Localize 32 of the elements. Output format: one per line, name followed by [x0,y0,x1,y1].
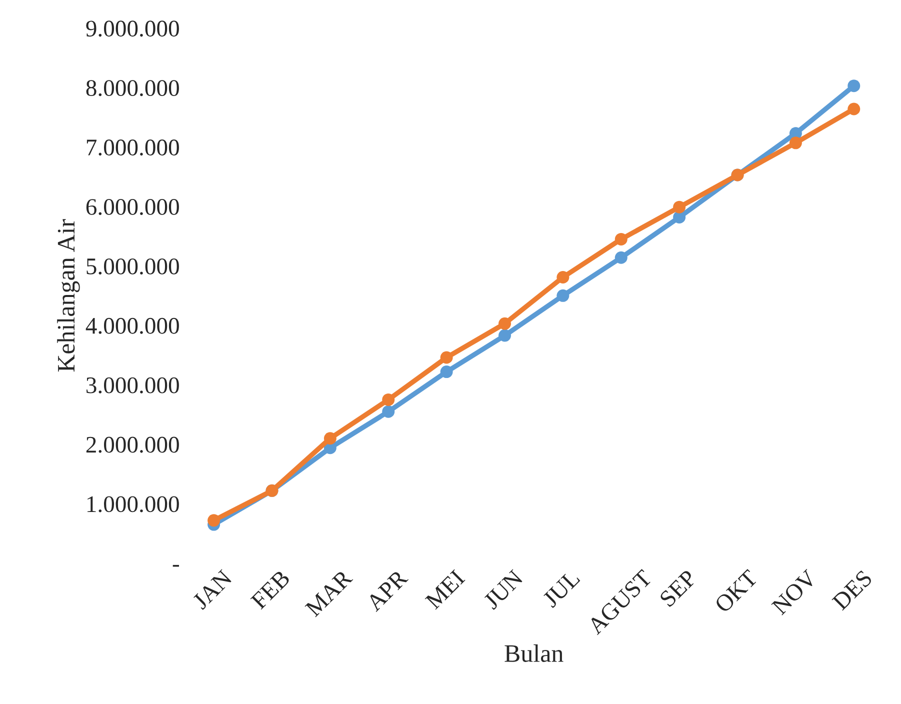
point [208,514,220,527]
point [440,351,453,364]
y-tick-label: 1.000.000 [87,496,179,512]
y-tick-label: 6.000.000 [86,198,179,216]
x-tick-label: JUL [542,570,580,608]
point [556,271,570,284]
y-tick-label: 7.000.000 [86,140,179,156]
point [848,102,860,116]
point [789,136,802,150]
point [498,317,511,330]
point [614,232,628,246]
y-tick-label: - [172,564,179,567]
point [556,289,570,302]
point [382,405,395,418]
point [614,251,628,264]
y-tick-label: 3.000.000 [86,377,179,394]
y-axis-title: Kehilangan Air [57,219,80,372]
y-tick-label: 5.000.000 [86,258,179,274]
point [673,200,686,214]
y-tick-label: 2.000.000 [86,436,179,453]
point [382,393,395,406]
x-axis-title: Bulan [504,644,564,662]
x-tick-label: APR [365,568,409,612]
y-tick-label: 8.000.000 [86,80,179,96]
point [498,329,511,342]
point [440,366,453,378]
x-tick-label: FEB [250,570,291,610]
point [324,432,336,445]
point [848,80,860,92]
x-tick-label: SEP [659,569,698,608]
y-tick-label: 4.000.000 [86,318,179,334]
y-tick-label: 9.000.000 [86,20,179,37]
